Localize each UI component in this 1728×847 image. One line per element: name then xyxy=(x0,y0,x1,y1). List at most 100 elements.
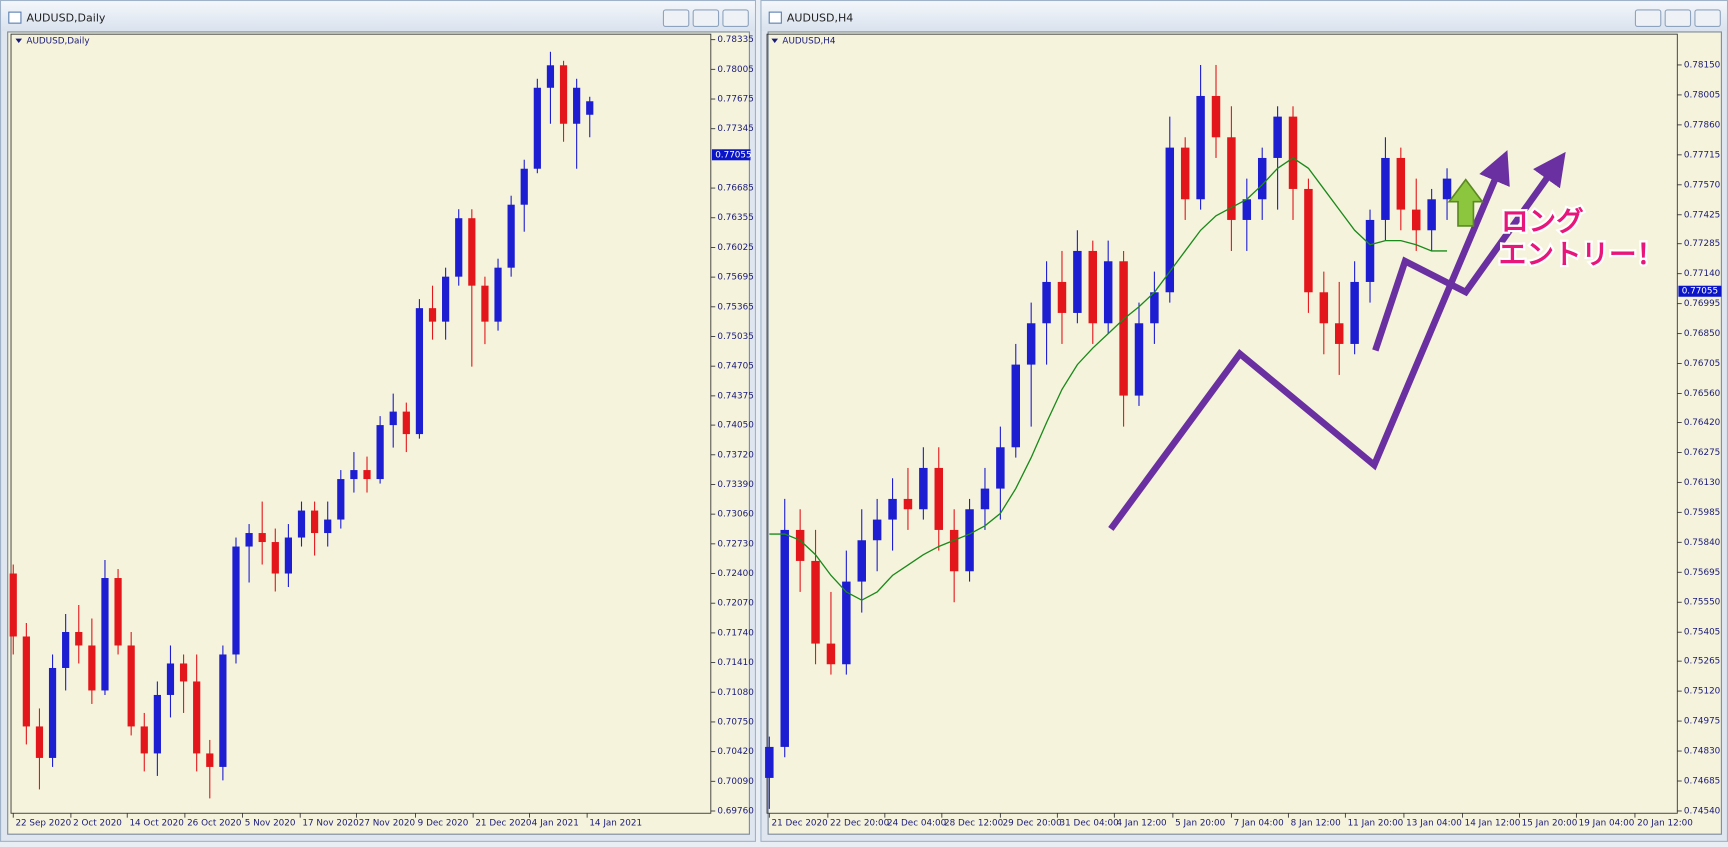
candle-body xyxy=(271,542,279,574)
candle-body xyxy=(9,573,17,637)
symbol-marker xyxy=(15,38,23,43)
y-tick-label: 0.70750 xyxy=(717,717,754,727)
candle-body xyxy=(193,681,201,754)
x-tick-label: 15 Jan 20:00 xyxy=(1522,819,1578,829)
y-tick-label: 0.69760 xyxy=(717,806,754,816)
y-tick-label: 0.74375 xyxy=(717,391,753,401)
candle-body xyxy=(965,509,974,572)
y-tick-label: 0.76025 xyxy=(717,243,753,253)
x-tick-label: 13 Jan 04:00 xyxy=(1406,819,1462,829)
candle-body xyxy=(1150,292,1159,324)
candle-body xyxy=(1103,261,1113,324)
y-tick-label: 0.73060 xyxy=(717,510,754,520)
y-tick-label: 0.75695 xyxy=(1684,568,1720,578)
annotation: エントリー！ xyxy=(1499,239,1664,271)
x-tick-label: 24 Dec 04:00 xyxy=(887,819,947,829)
candle-body xyxy=(780,529,789,747)
y-tick-label: 0.74540 xyxy=(1684,806,1721,816)
candle-body xyxy=(62,631,70,668)
y-tick-label: 0.75840 xyxy=(1684,538,1721,548)
window-button[interactable] xyxy=(692,9,720,27)
candle-body xyxy=(284,537,293,574)
arrow xyxy=(1108,150,1510,531)
y-tick-label: 0.75550 xyxy=(1684,598,1721,608)
y-tick-label: 0.74685 xyxy=(1684,777,1720,787)
candle-body xyxy=(533,87,541,169)
candle-body xyxy=(507,204,515,268)
chart-area xyxy=(767,31,1722,835)
window: AUDUSD,Daily AUDUSD,Daily 0.78335 0.78005 0.… xyxy=(0,0,756,842)
x-tick-label: 29 Dec 20:00 xyxy=(1003,819,1063,829)
candle-body xyxy=(324,519,332,534)
candle-body xyxy=(1381,157,1390,220)
y-tick-label: 0.77140 xyxy=(1684,269,1721,279)
candle-body xyxy=(842,581,851,665)
y-tick-label: 0.76275 xyxy=(1684,448,1720,458)
x-tick-label: 8 Jan 12:00 xyxy=(1291,819,1342,829)
candle-body xyxy=(1042,281,1051,324)
candle-body xyxy=(934,467,943,530)
y-tick-label: 0.78335 xyxy=(717,35,753,45)
y-tick-label: 0.74050 xyxy=(717,421,754,431)
window-button[interactable] xyxy=(662,9,690,27)
y-tick-label: 0.77570 xyxy=(1684,180,1721,190)
window-button[interactable] xyxy=(1694,9,1721,27)
y-tick-label: 0.76685 xyxy=(717,184,753,194)
x-tick-label: 14 Oct 2020 xyxy=(129,819,184,829)
candle-body xyxy=(872,519,882,541)
y-tick-label: 0.77285 xyxy=(1684,239,1720,249)
window: AUDUSD,H4 AUDUSD,H4 0.78150 0.78005 0.77860 0… xyxy=(760,0,1728,842)
y-tick-label: 0.72070 xyxy=(717,599,754,609)
candle-body xyxy=(1242,199,1252,220)
y-tick-label: 0.75405 xyxy=(1684,628,1720,638)
candle-body xyxy=(337,479,345,520)
x-tick-label: 20 Jan 12:00 xyxy=(1637,819,1693,829)
y-tick-label: 0.72400 xyxy=(717,569,754,579)
y-tick-label: 0.71740 xyxy=(717,628,754,638)
x-tick-label: 14 Jan 2021 xyxy=(589,819,642,829)
candle-body xyxy=(1304,188,1313,293)
candle-body xyxy=(101,578,109,691)
candle-body xyxy=(455,218,463,277)
window-button[interactable] xyxy=(1664,9,1692,27)
y-tick-label: 0.74830 xyxy=(1684,747,1721,757)
candle-body xyxy=(428,308,437,322)
window-button[interactable] xyxy=(1634,9,1662,27)
x-tick-label: 9 Dec 2020 xyxy=(418,819,469,829)
candle-body xyxy=(1396,157,1406,210)
y-tick-label: 0.77425 xyxy=(1684,210,1720,220)
window-icon xyxy=(8,11,22,24)
candle-body xyxy=(166,663,175,695)
y-tick-label: 0.75365 xyxy=(717,302,753,312)
y-tick-label: 0.75120 xyxy=(1684,687,1721,697)
y-tick-label: 0.75695 xyxy=(717,273,753,283)
candle-body xyxy=(1196,95,1205,200)
candle-body xyxy=(1442,178,1452,200)
y-tick-label: 0.78005 xyxy=(717,65,753,75)
x-tick-label: 17 Nov 2020 xyxy=(302,819,359,829)
candle-body xyxy=(888,498,897,520)
candle-body xyxy=(1273,116,1282,158)
candle-body xyxy=(1088,250,1098,324)
candle-body xyxy=(232,546,240,655)
current-price-box xyxy=(711,149,751,161)
candle-body xyxy=(1057,281,1067,313)
overlay: ロング エントリー！ xyxy=(1108,150,1666,531)
y-tick-label: 0.76355 xyxy=(717,213,753,223)
candle-body xyxy=(996,447,1005,489)
y-tick-label: 0.76560 xyxy=(1684,389,1721,399)
candle-body xyxy=(795,529,805,561)
candle-body xyxy=(919,467,928,510)
y-tick-label: 0.73720 xyxy=(717,450,754,460)
title-bar xyxy=(761,1,1727,31)
y-tick-label: 0.78005 xyxy=(1684,90,1720,100)
candle-body xyxy=(949,529,959,572)
window-button[interactable] xyxy=(722,9,749,27)
y-tick-label: 0.74975 xyxy=(1684,717,1720,727)
y-tick-label: 0.72730 xyxy=(717,539,754,549)
candle-body xyxy=(857,540,866,582)
x-tick-label: 21 Dec 2020 xyxy=(475,819,532,829)
y-tick-label: 0.76850 xyxy=(1684,329,1721,339)
candle-body xyxy=(1334,323,1344,344)
